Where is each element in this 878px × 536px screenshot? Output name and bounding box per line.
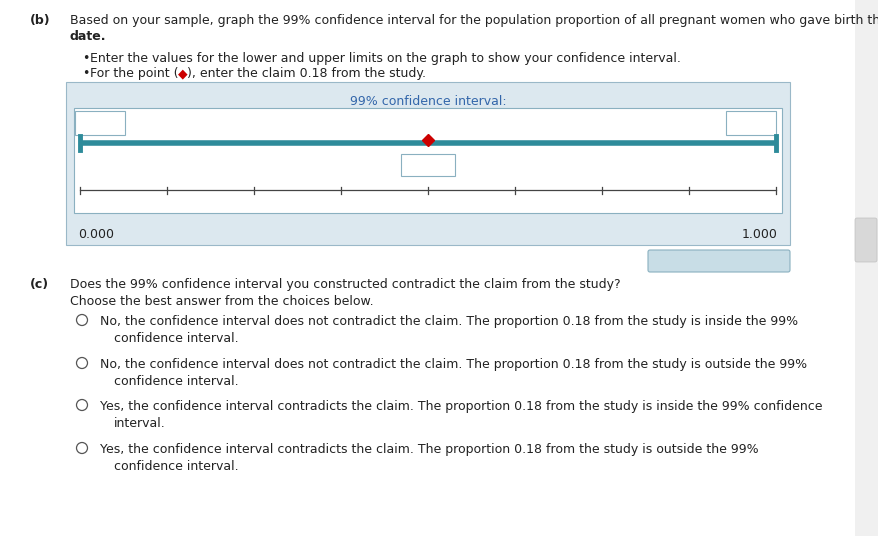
Text: 0.000: 0.000 [78, 228, 114, 241]
FancyBboxPatch shape [400, 154, 455, 176]
Text: 99% confidence interval:: 99% confidence interval: [349, 95, 506, 108]
FancyBboxPatch shape [854, 218, 876, 262]
Text: confidence interval.: confidence interval. [114, 375, 238, 388]
Text: For the point (: For the point ( [90, 67, 178, 80]
Text: No, the confidence interval does not contradict the claim. The proportion 0.18 f: No, the confidence interval does not con… [100, 358, 806, 371]
Text: Based on your sample, graph the 99% confidence interval for the population propo: Based on your sample, graph the 99% conf… [70, 14, 878, 27]
Text: Yes, the confidence interval contradicts the claim. The proportion 0.18 from the: Yes, the confidence interval contradicts… [100, 400, 822, 413]
Text: (c): (c) [30, 278, 49, 291]
Text: No, the confidence interval does not contradict the claim. The proportion 0.18 f: No, the confidence interval does not con… [100, 315, 797, 328]
Text: Enter the values for the lower and upper limits on the graph to show your confid: Enter the values for the lower and upper… [90, 52, 680, 65]
Text: ◆: ◆ [178, 67, 187, 80]
FancyBboxPatch shape [854, 0, 878, 536]
Text: 1.000: 1.000 [741, 228, 777, 241]
FancyBboxPatch shape [647, 250, 789, 272]
Text: 0.500: 0.500 [412, 158, 443, 168]
Text: ), enter the claim 0.18 from the study.: ), enter the claim 0.18 from the study. [187, 67, 426, 80]
FancyBboxPatch shape [74, 108, 781, 213]
Text: 0.000: 0.000 [84, 116, 116, 126]
Text: •: • [82, 52, 90, 65]
Text: (b): (b) [30, 14, 51, 27]
FancyBboxPatch shape [75, 111, 125, 135]
Text: Does the 99% confidence interval you constructed contradict the claim from the s: Does the 99% confidence interval you con… [70, 278, 620, 291]
Text: interval.: interval. [114, 417, 166, 430]
Text: date.: date. [70, 30, 106, 43]
Text: confidence interval.: confidence interval. [114, 460, 238, 473]
Text: Choose the best answer from the choices below.: Choose the best answer from the choices … [70, 295, 373, 308]
Text: •: • [82, 67, 90, 80]
FancyBboxPatch shape [725, 111, 775, 135]
Text: 1.000: 1.000 [734, 116, 766, 126]
Text: Yes, the confidence interval contradicts the claim. The proportion 0.18 from the: Yes, the confidence interval contradicts… [100, 443, 758, 456]
FancyBboxPatch shape [66, 82, 789, 245]
Text: confidence interval.: confidence interval. [114, 332, 238, 345]
